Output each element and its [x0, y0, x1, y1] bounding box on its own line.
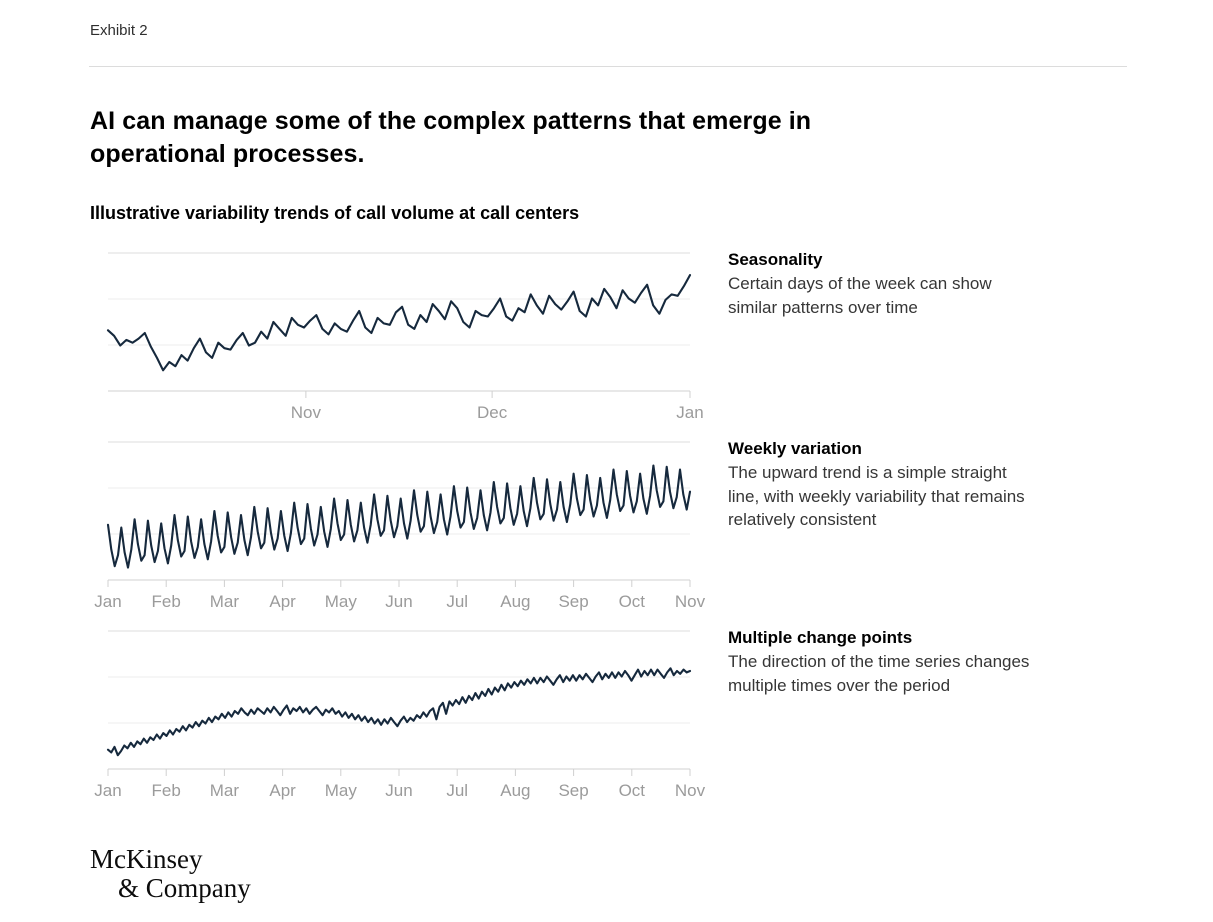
logo-wordmark-line1: McKinsey — [90, 844, 203, 874]
svg-text:Apr: Apr — [269, 781, 296, 800]
seasonality-chart-container: Nov Dec Jan — [106, 247, 704, 425]
svg-text:Oct: Oct — [619, 781, 646, 800]
chart-row-weekly-variation: Jan Feb Mar Apr May Jun Jul Aug Sep Oct Nov Weekly… — [90, 436, 1213, 614]
exhibit-label: Exhibit 2 — [90, 22, 148, 39]
svg-text:Aug: Aug — [500, 781, 530, 800]
multiple-change-points-chart-container: Jan Feb Mar Apr May Jun Jul Aug Sep Oct Nov — [94, 625, 706, 803]
svg-text:Sep: Sep — [558, 781, 588, 800]
svg-text:Sep: Sep — [558, 592, 588, 611]
annotation-multiple-change-points: Multiple change points The direction of … — [728, 625, 1090, 697]
svg-text:May: May — [325, 781, 358, 800]
svg-text:Jan: Jan — [676, 403, 703, 422]
logo-wordmark-line2: & Company — [118, 873, 251, 903]
svg-text:Dec: Dec — [477, 403, 508, 422]
svg-text:Jul: Jul — [446, 592, 468, 611]
mckinsey-logo: McKinsey & Company — [90, 845, 1213, 903]
svg-text:May: May — [325, 592, 358, 611]
annotation-title-weekly-variation: Weekly variation — [728, 439, 862, 458]
multiple-change-points-line-chart: Jan Feb Mar Apr May Jun Jul Aug Sep Oct Nov — [94, 630, 706, 800]
chart-rows: Nov Dec Jan Seasonality Certain days of th… — [90, 247, 1213, 803]
svg-text:Mar: Mar — [210, 592, 240, 611]
annotation-description-weekly-variation: The upward trend is a simple straight li… — [728, 463, 1025, 529]
weekly-variation-chart-container: Jan Feb Mar Apr May Jun Jul Aug Sep Oct Nov — [94, 436, 706, 614]
svg-text:Nov: Nov — [291, 403, 322, 422]
annotation-title-seasonality: Seasonality — [728, 250, 823, 269]
divider-rule — [89, 66, 1127, 67]
exhibit-page: Exhibit 2 AI can manage some of the comp… — [89, 22, 1213, 903]
annotation-title-multiple-change-points: Multiple change points — [728, 628, 913, 647]
weekly-variation-line-chart: Jan Feb Mar Apr May Jun Jul Aug Sep Oct Nov — [94, 441, 706, 611]
svg-text:Nov: Nov — [675, 781, 706, 800]
chart-row-multiple-change-points: Jan Feb Mar Apr May Jun Jul Aug Sep Oct Nov Multip… — [90, 625, 1213, 803]
svg-text:Aug: Aug — [500, 592, 530, 611]
svg-text:Oct: Oct — [619, 592, 646, 611]
svg-text:Jul: Jul — [446, 781, 468, 800]
annotation-seasonality: Seasonality Certain days of the week can… — [728, 247, 1090, 319]
svg-text:Jun: Jun — [385, 592, 412, 611]
svg-text:Apr: Apr — [269, 592, 296, 611]
annotation-description-seasonality: Certain days of the week can show simila… — [728, 274, 992, 317]
page-title: AI can manage some of the complex patter… — [90, 107, 812, 168]
svg-text:Mar: Mar — [210, 781, 240, 800]
svg-text:Jun: Jun — [385, 781, 412, 800]
annotation-weekly-variation: Weekly variation The upward trend is a s… — [728, 436, 1090, 532]
svg-text:Jan: Jan — [94, 781, 121, 800]
svg-text:Feb: Feb — [152, 781, 181, 800]
chart-subtitle: Illustrative variability trends of call … — [90, 203, 580, 223]
chart-row-seasonality: Nov Dec Jan Seasonality Certain days of th… — [90, 247, 1213, 425]
svg-text:Feb: Feb — [152, 592, 181, 611]
svg-text:Jan: Jan — [94, 592, 121, 611]
seasonality-line-chart: Nov Dec Jan — [106, 252, 704, 422]
annotation-description-multiple-change-points: The direction of the time series changes… — [728, 652, 1030, 695]
svg-text:Nov: Nov — [675, 592, 706, 611]
